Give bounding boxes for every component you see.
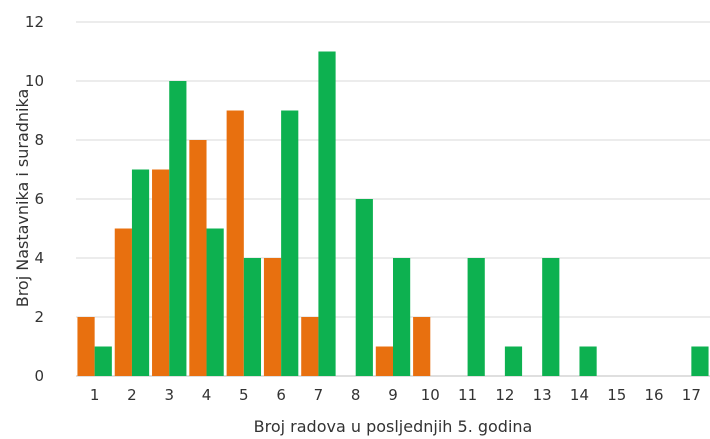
x-tick-label: 9 bbox=[388, 386, 398, 404]
y-tick-label: 10 bbox=[25, 72, 44, 90]
bar-series2-4 bbox=[206, 228, 224, 376]
y-tick-label: 6 bbox=[34, 190, 44, 208]
x-tick-label: 6 bbox=[276, 386, 286, 404]
bar-series2-9 bbox=[393, 258, 411, 376]
y-tick-label: 8 bbox=[34, 131, 44, 149]
bar-series1-4 bbox=[189, 140, 207, 376]
bar-series1-9 bbox=[375, 346, 393, 376]
bar-series2-3 bbox=[169, 81, 187, 376]
x-tick-label: 8 bbox=[351, 386, 361, 404]
bar-series2-13 bbox=[542, 258, 560, 376]
x-tick-label: 1 bbox=[90, 386, 100, 404]
bar-series2-5 bbox=[243, 258, 262, 376]
x-tick-label: 5 bbox=[239, 386, 249, 404]
x-tick-label: 12 bbox=[495, 386, 514, 404]
y-tick-label: 0 bbox=[34, 367, 44, 385]
x-tick-label: 13 bbox=[533, 386, 552, 404]
x-tick-label: 7 bbox=[314, 386, 324, 404]
y-axis-ticks: 0 2 4 6 8 10 12 bbox=[25, 13, 44, 385]
x-axis-title: Broj radova u posljednjih 5. godina bbox=[254, 417, 533, 436]
bar-series1-7 bbox=[301, 317, 319, 376]
x-axis-ticks: 1 2 3 4 5 6 7 8 9 10 11 12 13 14 15 16 17 bbox=[90, 386, 701, 404]
bar-series1-5 bbox=[226, 110, 244, 376]
x-tick-label: 4 bbox=[202, 386, 212, 404]
bar-series2-8 bbox=[355, 199, 373, 376]
x-tick-label: 15 bbox=[607, 386, 626, 404]
x-tick-label: 17 bbox=[682, 386, 701, 404]
x-tick-label: 11 bbox=[458, 386, 477, 404]
bar-series2-17 bbox=[691, 346, 709, 376]
bar-series2-12 bbox=[504, 346, 523, 376]
bars bbox=[77, 51, 709, 376]
x-tick-label: 16 bbox=[645, 386, 664, 404]
bar-series1-2 bbox=[114, 228, 132, 376]
bar-series2-14 bbox=[579, 346, 597, 376]
bar-series2-6 bbox=[281, 110, 299, 376]
bar-series2-7 bbox=[318, 51, 336, 376]
bar-series2-2 bbox=[131, 169, 150, 376]
x-tick-label: 10 bbox=[421, 386, 440, 404]
y-tick-label: 12 bbox=[25, 13, 44, 31]
y-tick-label: 2 bbox=[34, 308, 44, 326]
bar-series1-6 bbox=[263, 258, 282, 376]
bar-series1-3 bbox=[152, 169, 170, 376]
bar-series2-1 bbox=[94, 346, 112, 376]
y-tick-label: 4 bbox=[34, 249, 44, 267]
x-tick-label: 3 bbox=[164, 386, 174, 404]
x-tick-label: 2 bbox=[127, 386, 137, 404]
bar-series2-11 bbox=[467, 258, 485, 376]
y-axis-title: Broj Nastavnika i suradnika bbox=[13, 89, 32, 308]
bar-series1-1 bbox=[77, 317, 95, 376]
bar-series1-10 bbox=[413, 317, 431, 376]
x-tick-label: 14 bbox=[570, 386, 589, 404]
